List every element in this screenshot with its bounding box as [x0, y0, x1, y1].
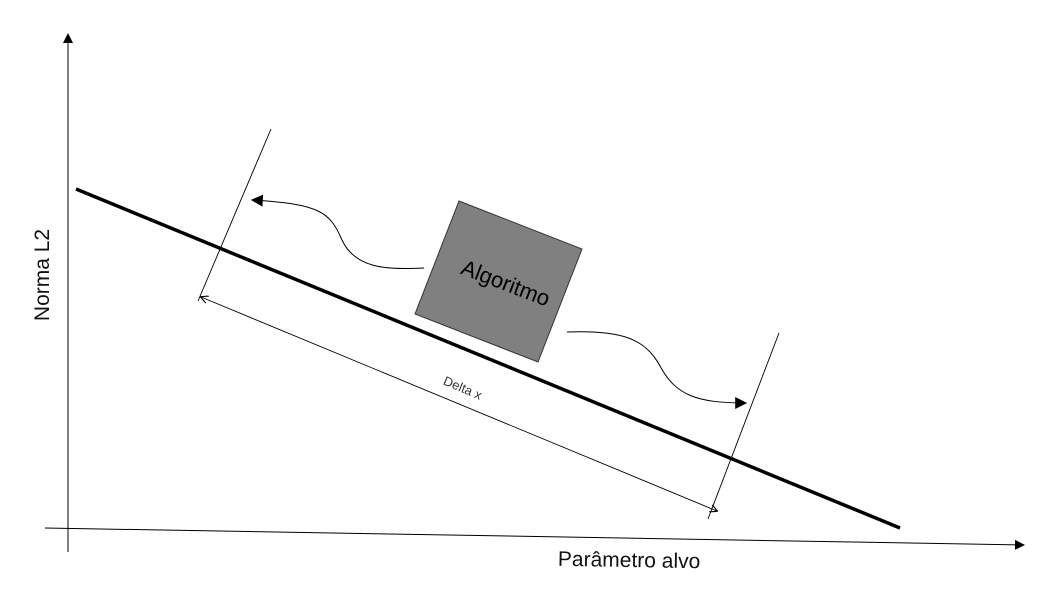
left-curved-arrow [252, 200, 424, 269]
delta-x-label: Delta x [441, 373, 485, 403]
y-axis-label: Norma L2 [31, 229, 54, 321]
x-axis-label: Parâmetro alvo [558, 548, 701, 573]
x-axis [45, 528, 1024, 545]
right-boundary-line [708, 333, 779, 519]
right-curved-arrow [567, 332, 746, 403]
left-boundary-line [198, 129, 271, 301]
